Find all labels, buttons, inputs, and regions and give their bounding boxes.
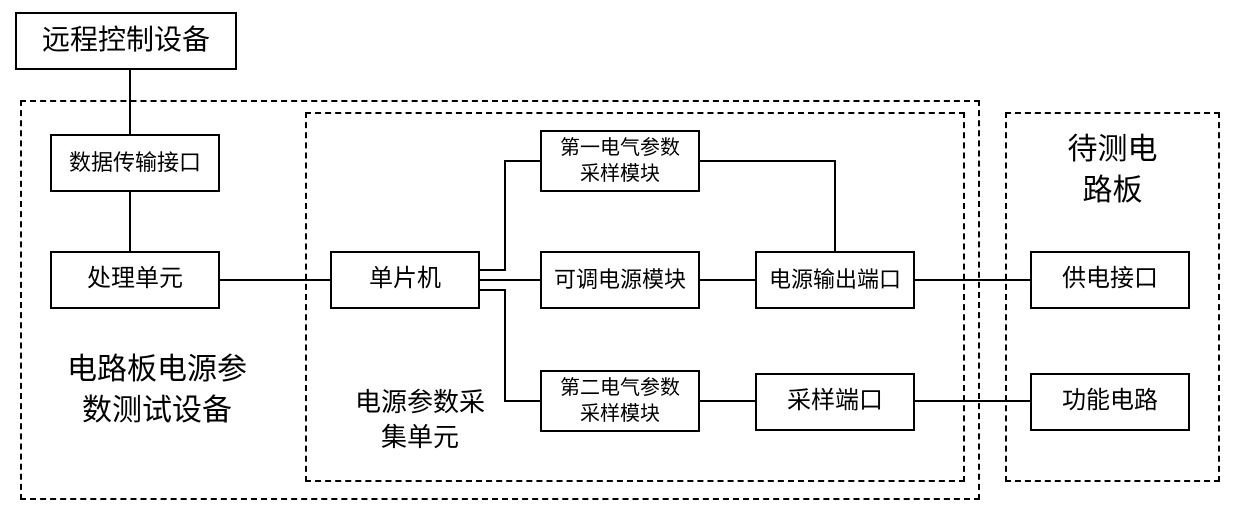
node-label: 电源输出端口: [769, 266, 901, 295]
node-label: 第二电气参数采样模块: [560, 375, 680, 427]
node-label: 远程控制设备: [42, 23, 210, 59]
label-text: 电源参数采集单元: [355, 388, 485, 452]
label-text: 待测电路板: [1068, 133, 1158, 207]
node-first-sample: 第一电气参数采样模块: [540, 130, 700, 192]
node-label: 供电接口: [1062, 264, 1158, 295]
node-label: 功能电路: [1062, 386, 1158, 417]
node-label: 单片机: [369, 264, 441, 295]
label-text: 电路板电源参数测试设备: [67, 353, 247, 427]
node-second-sample: 第二电气参数采样模块: [540, 370, 700, 432]
node-adj-power: 可调电源模块: [540, 251, 700, 309]
label-dut: 待测电路板: [1030, 130, 1195, 211]
node-power-iface: 供电接口: [1030, 251, 1190, 309]
node-label: 处理单元: [87, 264, 183, 295]
label-test-equipment: 电路板电源参数测试设备: [32, 350, 282, 431]
node-func-circuit: 功能电路: [1030, 373, 1190, 431]
node-label: 第一电气参数采样模块: [560, 135, 680, 187]
node-data-iface: 数据传输接口: [50, 134, 220, 192]
label-acq-unit: 电源参数采集单元: [320, 385, 520, 455]
node-label: 数据传输接口: [69, 149, 201, 178]
node-mcu: 单片机: [330, 251, 480, 309]
node-power-out: 电源输出端口: [755, 251, 915, 309]
diagram-canvas: 远程控制设备 数据传输接口 处理单元 单片机 第一电气参数采样模块 可调电源模块…: [0, 0, 1240, 527]
node-label: 采样端口: [787, 386, 883, 417]
node-proc-unit: 处理单元: [50, 251, 220, 309]
node-label: 可调电源模块: [554, 266, 686, 295]
node-remote-control: 远程控制设备: [15, 12, 237, 70]
node-sample-port: 采样端口: [755, 373, 915, 431]
